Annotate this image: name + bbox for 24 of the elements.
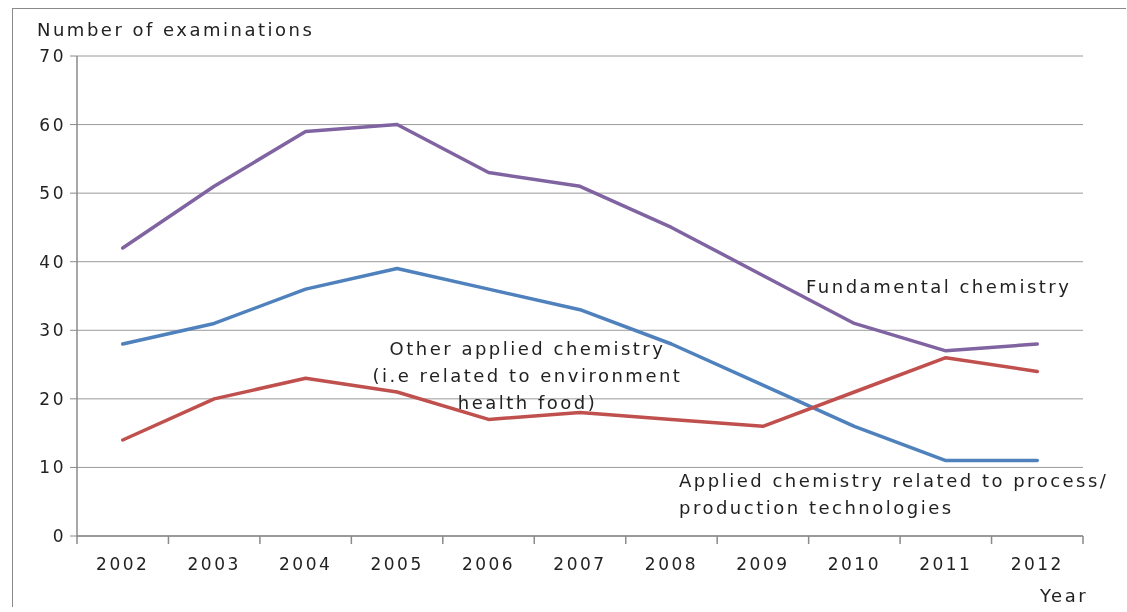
- x-tick-label: 2007: [553, 554, 607, 575]
- series-label: Other applied chemistry (i.e related to environment health food): [371, 337, 684, 415]
- x-tick-label: 2012: [1010, 554, 1064, 575]
- y-tick-label: 60: [39, 114, 66, 135]
- x-tick-label: 2006: [461, 554, 516, 575]
- x-tick-label: 2009: [736, 554, 790, 575]
- y-tick-label: 20: [39, 388, 66, 409]
- x-tick-label: 2005: [370, 554, 424, 575]
- x-axis-title: Year: [1040, 585, 1089, 606]
- x-tick-label: 2002: [96, 554, 150, 575]
- y-tick-label: 30: [39, 320, 66, 341]
- y-tick-label: 10: [39, 457, 66, 478]
- x-tick-label: 2010: [827, 554, 881, 575]
- y-tick-label: 0: [52, 526, 66, 547]
- x-tick-label: 2004: [279, 554, 333, 575]
- text: Applied chemistry related to process/ production technologies: [679, 469, 1110, 520]
- x-tick-label: 2003: [187, 554, 241, 575]
- y-tick-label: 50: [39, 183, 66, 204]
- y-tick-label: 40: [39, 251, 66, 272]
- y-axis-title: Number of examinations: [37, 19, 315, 40]
- series-label: Fundamental chemistry: [806, 275, 1073, 299]
- x-tick-label: 2011: [919, 554, 973, 575]
- x-tick-label: 2008: [644, 554, 699, 575]
- y-tick-label: 70: [39, 46, 66, 67]
